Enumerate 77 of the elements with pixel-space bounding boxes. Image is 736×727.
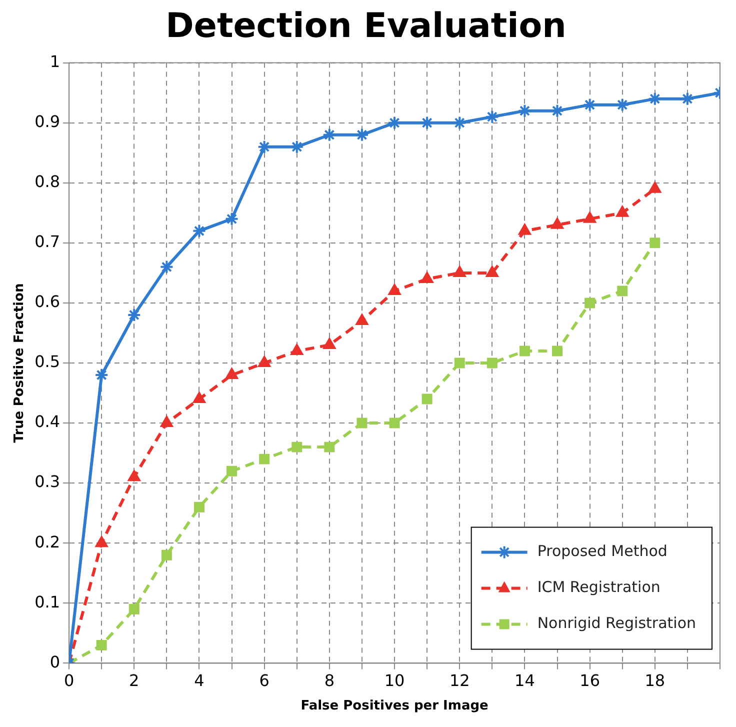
- x-tick-label: 14: [514, 670, 535, 690]
- point: [160, 416, 173, 428]
- point: [95, 536, 108, 548]
- point: [389, 418, 400, 428]
- point: [322, 128, 336, 142]
- y-tick-label: 0.1: [34, 592, 60, 612]
- y-tick-label: 0.8: [34, 172, 60, 192]
- point: [192, 224, 206, 238]
- point: [650, 238, 660, 248]
- legend-label: Nonrigid Registration: [537, 614, 696, 632]
- point: [486, 358, 498, 368]
- x-tick-label: 0: [64, 670, 74, 690]
- point: [582, 98, 597, 112]
- point: [648, 92, 662, 106]
- x-tick-label: 6: [259, 670, 270, 690]
- point: [161, 550, 172, 560]
- x-tick-label: 10: [384, 670, 405, 690]
- point: [259, 454, 270, 464]
- y-axis-title: True Positive Fraction: [12, 283, 28, 443]
- x-tick-label: 2: [129, 670, 140, 690]
- point: [551, 218, 564, 229]
- y-tick-label: 1: [50, 52, 60, 71]
- y-tick-label: 0: [50, 652, 60, 672]
- point: [128, 470, 140, 482]
- y-tick-label: 0.6: [34, 292, 60, 312]
- point: [420, 272, 434, 283]
- y-tick-label: 0.5: [34, 352, 60, 372]
- point: [454, 358, 465, 368]
- point: [323, 338, 336, 349]
- point: [486, 266, 498, 277]
- x-tick-label: 4: [194, 670, 204, 690]
- point: [485, 110, 500, 124]
- point: [160, 260, 174, 274]
- point: [257, 140, 272, 154]
- point: [422, 394, 432, 404]
- point: [193, 392, 206, 404]
- point: [356, 314, 368, 325]
- y-tick-label: 0.7: [34, 232, 60, 252]
- point: [226, 466, 238, 476]
- point: [388, 284, 401, 295]
- point: [292, 442, 302, 452]
- point: [617, 286, 628, 296]
- point: [452, 116, 467, 130]
- x-tick-label: 8: [324, 670, 335, 690]
- legend-label: Proposed Method: [537, 542, 668, 560]
- point: [324, 442, 335, 452]
- point: [616, 206, 629, 217]
- point: [552, 346, 563, 356]
- y-tick-label: 0.4: [34, 412, 60, 432]
- point: [518, 224, 531, 235]
- point: [356, 418, 368, 428]
- point: [226, 368, 238, 380]
- point: [258, 356, 271, 367]
- point: [127, 308, 142, 322]
- legend-label: ICM Registration: [537, 578, 660, 596]
- point: [584, 212, 596, 223]
- y-tick-label: 0.9: [34, 112, 60, 131]
- y-tick-label: 0.3: [34, 472, 60, 492]
- point: [519, 346, 530, 356]
- x-axis-title: False Positives per Image: [300, 698, 489, 714]
- y-tick-label: 0.2: [34, 532, 60, 552]
- point: [453, 266, 466, 277]
- point: [290, 344, 304, 355]
- chart-title: Detection Evaluation: [166, 6, 566, 46]
- point: [94, 368, 109, 382]
- point: [194, 502, 204, 512]
- point: [518, 104, 532, 118]
- point: [615, 98, 630, 112]
- point: [128, 604, 140, 614]
- x-tick-label: 18: [644, 670, 666, 690]
- point: [96, 640, 107, 650]
- point: [550, 104, 564, 118]
- point: [648, 182, 662, 193]
- x-tick-label: 12: [449, 670, 470, 690]
- point: [584, 298, 596, 308]
- point: [224, 212, 239, 226]
- x-tick-label: 16: [580, 670, 600, 690]
